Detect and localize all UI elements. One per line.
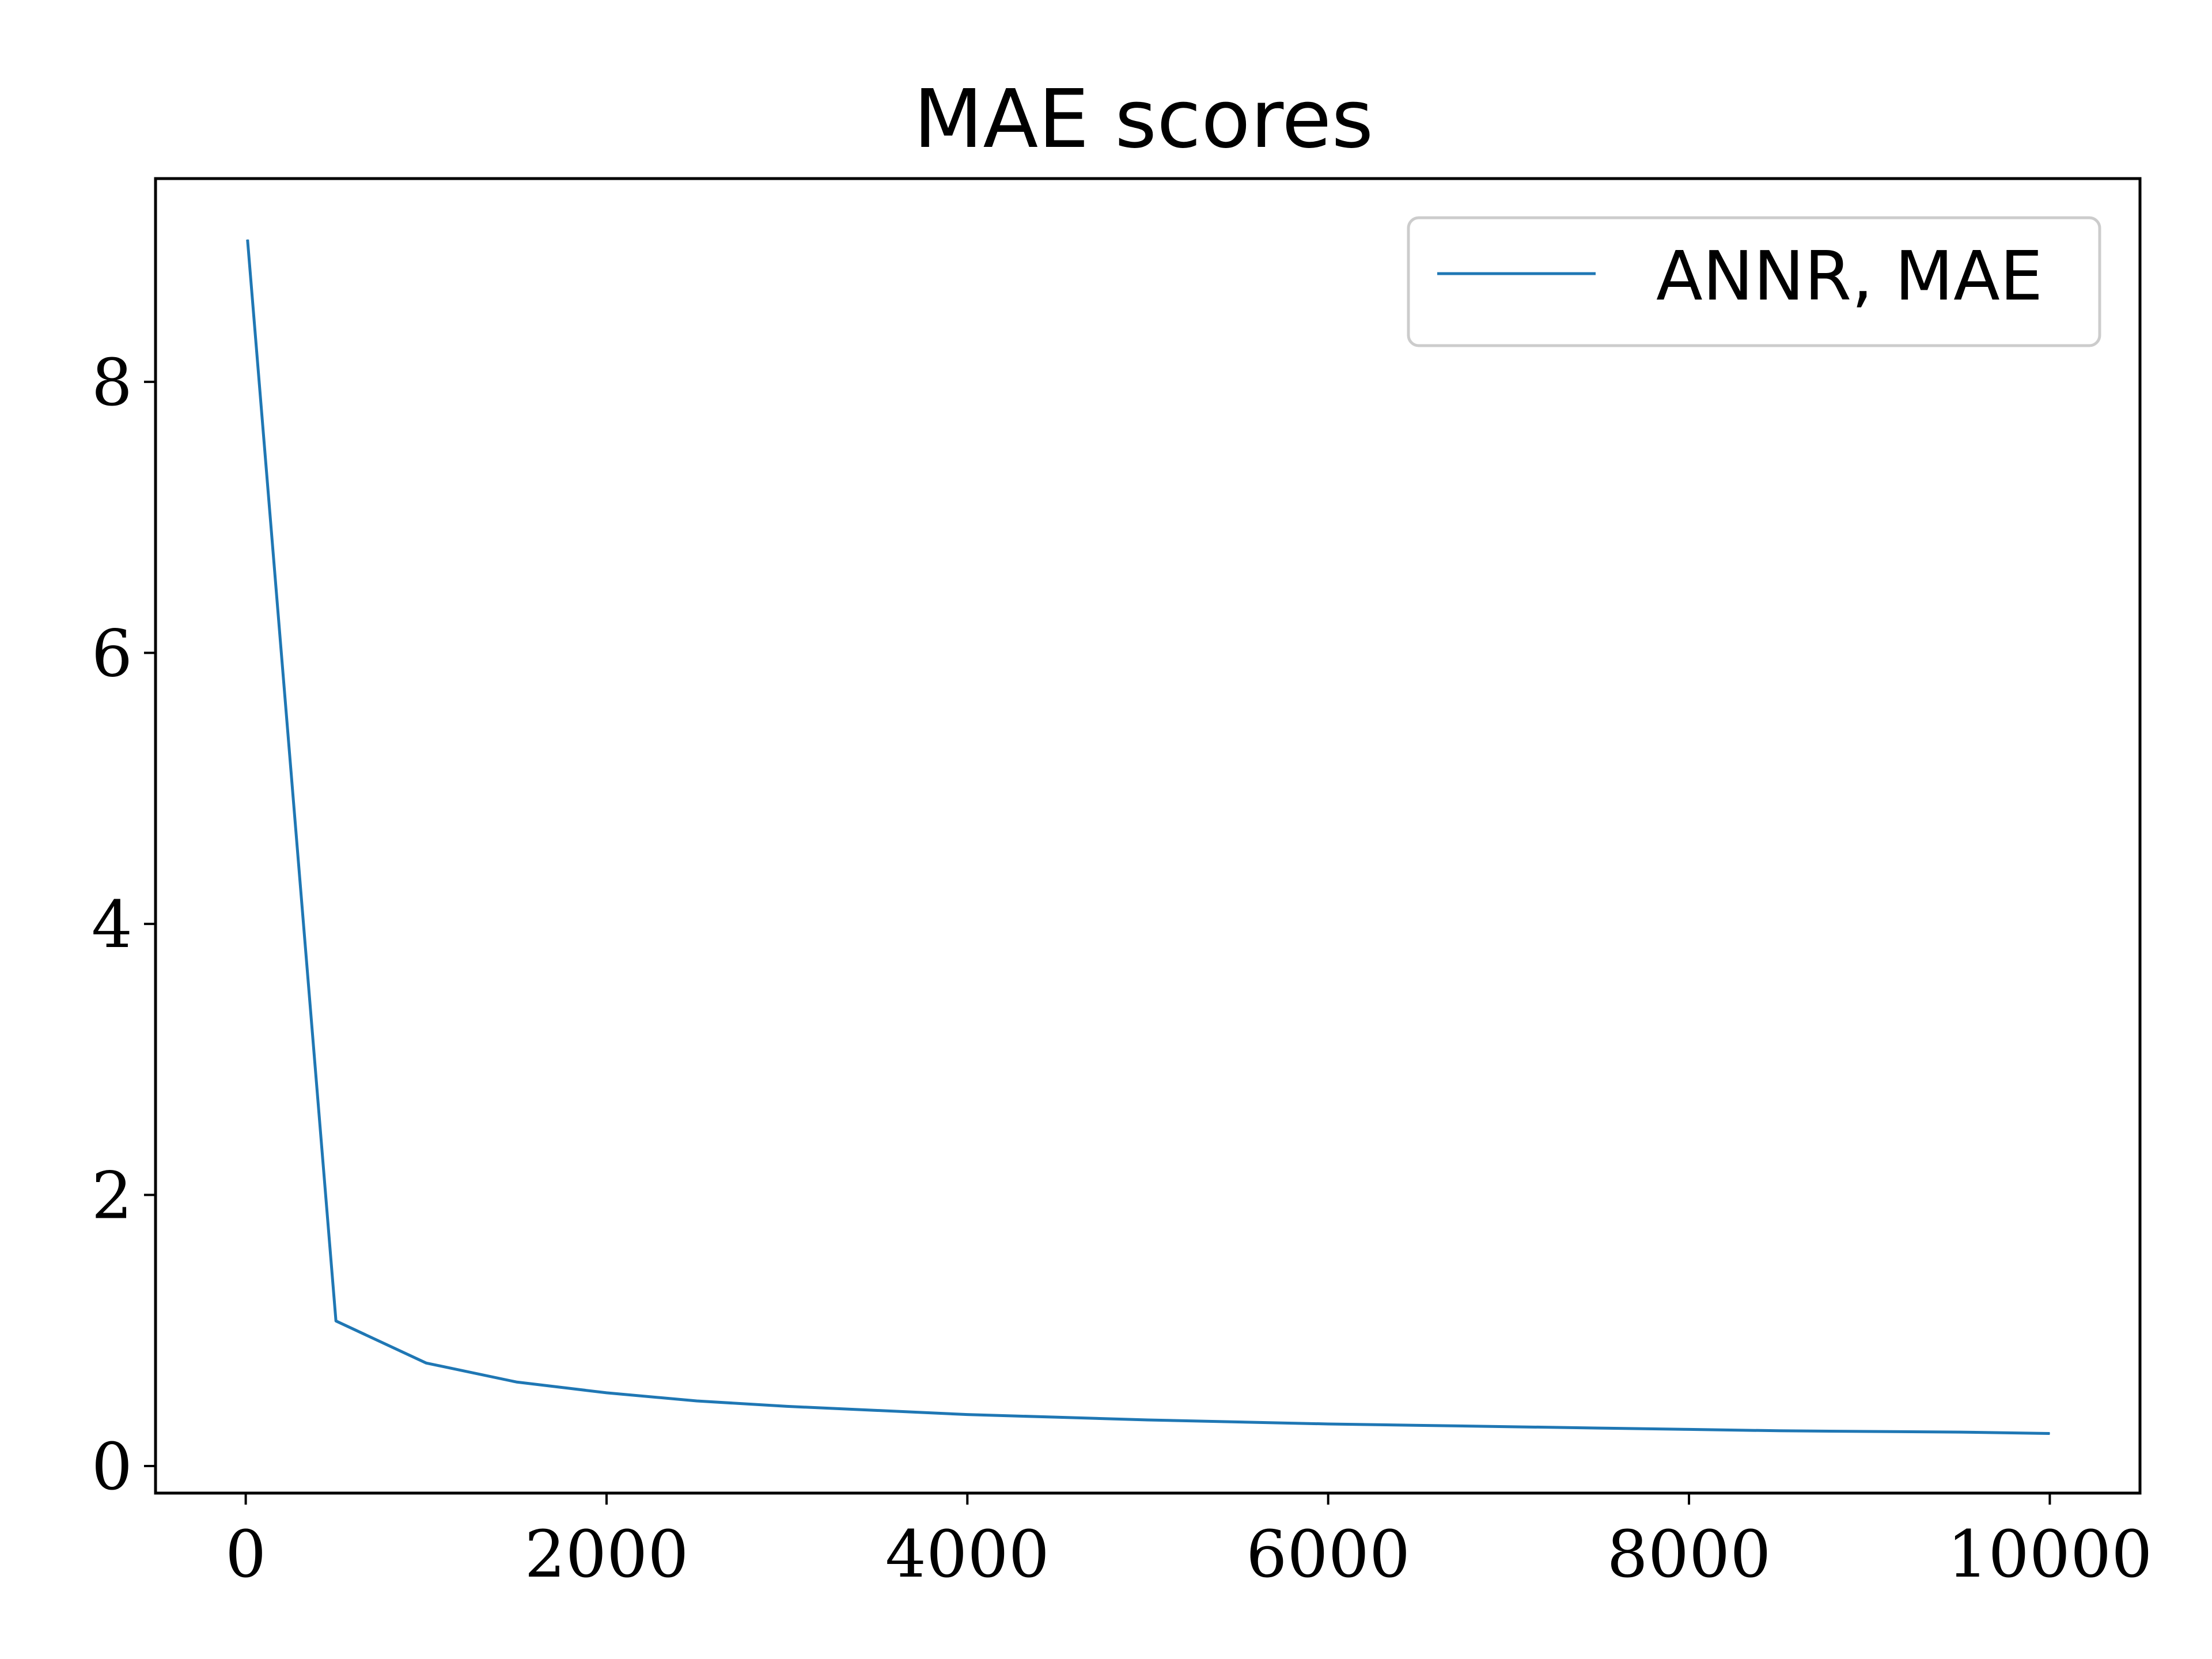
data-point [1418,1425,1419,1426]
x-tick-label: 8000 [1607,1517,1771,1592]
series-layer [246,239,2050,1435]
y-axis: 0 2 4 6 8 [92,346,156,1505]
y-tick-label: 0 [92,1430,132,1505]
data-point [1688,1429,1690,1430]
y-tick-label: 8 [92,346,132,421]
x-tick-label: 0 [225,1517,266,1592]
x-tick-label: 4000 [885,1517,1050,1592]
chart-title: MAE scores [914,73,1374,166]
x-tick-label: 10000 [1947,1517,2152,1592]
series-line [246,239,2050,1435]
data-point [967,1414,968,1415]
plot-frame [154,177,2142,1495]
x-tick-label: 6000 [1246,1517,1410,1592]
y-tick-label: 4 [92,888,132,963]
legend-label: ANNR, MAE [1656,236,2043,316]
y-tick-label: 2 [92,1158,132,1233]
x-tick-label: 2000 [524,1517,688,1592]
y-tick-label: 6 [92,616,132,691]
legend: ANNR, MAE [1407,216,2101,347]
data-point [1147,1419,1148,1421]
data-point [1508,1426,1509,1427]
data-point [1057,1416,1058,1418]
data-point [1959,1431,1960,1433]
data-point [696,1400,698,1402]
x-axis: 0 2000 4000 6000 8000 10000 [225,1493,2153,1592]
legend-box [1407,216,2101,347]
data-point [606,1392,607,1393]
data-point [247,239,248,240]
